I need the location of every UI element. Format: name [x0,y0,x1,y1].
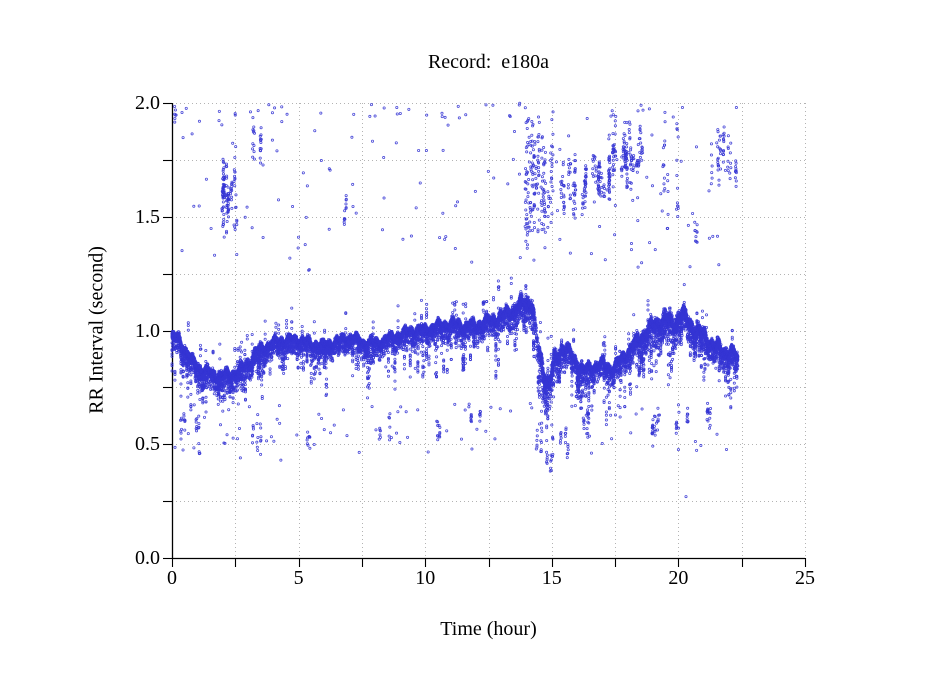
x-tick-label: 20 [668,567,689,589]
chart-title: Record: e180a [427,51,550,73]
y-tick-label: 1.0 [135,319,160,342]
x-tick-label: 0 [167,567,177,589]
y-tick-label: 0.5 [135,433,160,456]
x-axis-label: Time (hour) [440,618,537,640]
x-tick-label: 10 [415,567,436,589]
x-tick-label: 5 [293,567,304,589]
y-tick-label: 2.0 [135,92,160,114]
x-tick-label: 25 [795,567,815,589]
x-tick-label: 15 [541,567,562,589]
y-tick-label: 0.0 [135,547,160,569]
y-tick-label: 1.5 [135,205,160,228]
